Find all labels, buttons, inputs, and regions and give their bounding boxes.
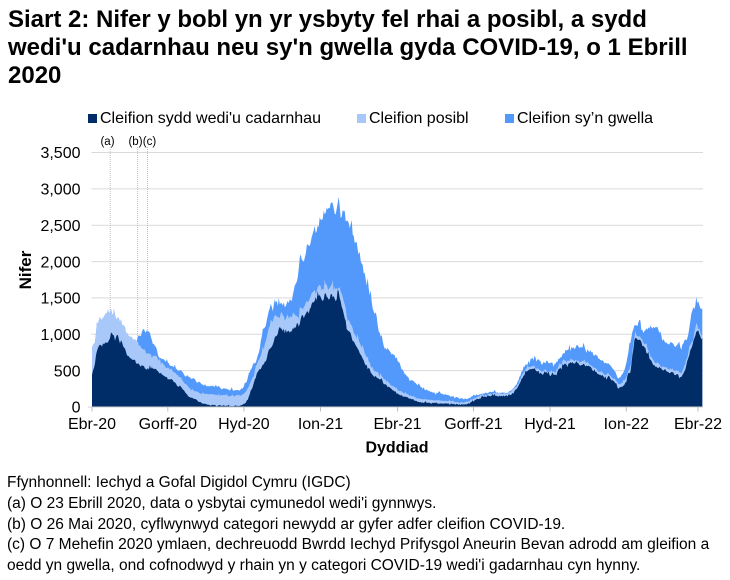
svg-text:Ebr-22: Ebr-22 bbox=[674, 416, 722, 433]
svg-text:3,000: 3,000 bbox=[40, 182, 80, 199]
svg-text:Ebr-21: Ebr-21 bbox=[373, 416, 421, 433]
svg-text:(a): (a) bbox=[100, 136, 114, 148]
svg-text:Ebr-20: Ebr-20 bbox=[68, 416, 116, 433]
svg-text:Ion-21: Ion-21 bbox=[298, 416, 343, 433]
svg-text:Hyd-21: Hyd-21 bbox=[524, 416, 576, 433]
svg-text:2,000: 2,000 bbox=[40, 254, 80, 271]
svg-text:Hyd-20: Hyd-20 bbox=[218, 416, 270, 433]
svg-text:Nifer: Nifer bbox=[16, 250, 35, 289]
svg-text:500: 500 bbox=[54, 363, 81, 380]
svg-text:Gorff-20: Gorff-20 bbox=[139, 416, 198, 433]
svg-text:(c): (c) bbox=[143, 136, 157, 148]
svg-text:(b): (b) bbox=[128, 136, 142, 148]
svg-text:0: 0 bbox=[72, 400, 81, 417]
svg-text:Gorff-21: Gorff-21 bbox=[444, 416, 503, 433]
svg-text:1,000: 1,000 bbox=[40, 327, 80, 344]
svg-text:2,500: 2,500 bbox=[40, 218, 80, 235]
svg-text:1,500: 1,500 bbox=[40, 291, 80, 308]
svg-text:Dyddiad: Dyddiad bbox=[365, 440, 428, 457]
svg-text:3,500: 3,500 bbox=[40, 145, 80, 162]
svg-text:Ion-22: Ion-22 bbox=[604, 416, 649, 433]
